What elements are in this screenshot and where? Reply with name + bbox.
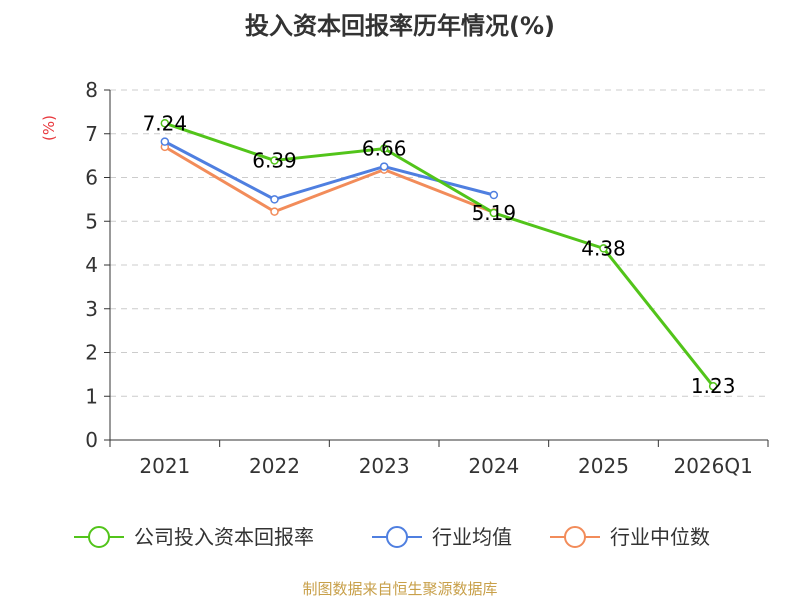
grid (110, 89, 768, 397)
legend-marker[interactable] (564, 526, 586, 548)
x-tick-label: 2026Q1 (673, 454, 752, 478)
series-line-2 (164, 145, 495, 214)
source-note: 制图数据来自恒生聚源数据库 (302, 580, 497, 598)
series (160, 119, 718, 391)
legend-marker[interactable] (386, 526, 408, 548)
y-tick-label: 2 (85, 341, 98, 365)
legend-label[interactable]: 公司投入资本回报率 (134, 525, 314, 549)
data-point[interactable] (270, 195, 279, 204)
data-labels: 7.24 6.39 6.66 5.19 4.38 1.23 (143, 111, 736, 398)
x-tick-label: 2025 (578, 454, 629, 478)
data-point[interactable] (270, 156, 279, 165)
data-point[interactable] (489, 208, 499, 218)
chart-title: 投入资本回报率历年情况(%) (245, 12, 555, 40)
legend-label[interactable]: 行业均值 (432, 525, 512, 549)
y-tick-label: 6 (85, 166, 98, 190)
data-point[interactable] (708, 381, 718, 391)
data-label: 6.39 (252, 148, 297, 172)
data-label: 1.23 (691, 374, 736, 398)
y-tick-label: 3 (85, 297, 98, 321)
legend: 公司投入资本回报率 行业均值 行业中位数 (74, 525, 710, 549)
axes: 0 1 2 3 4 5 6 7 8 2021 2022 2023 2024 2025 2026Q1 (85, 78, 769, 478)
data-point[interactable] (599, 244, 608, 253)
legend-label[interactable]: 行业中位数 (610, 525, 710, 549)
data-label: 5.19 (472, 201, 517, 225)
data-point[interactable] (379, 144, 389, 153)
data-point[interactable] (379, 162, 389, 171)
legend-marker[interactable] (88, 526, 110, 548)
x-tick-label: 2023 (359, 454, 410, 478)
y-axis-label: (%) (40, 115, 58, 141)
x-tick-label: 2024 (468, 454, 519, 478)
data-point[interactable] (489, 190, 499, 200)
data-label: 7.24 (143, 111, 188, 135)
data-point[interactable] (160, 119, 170, 128)
x-tick-label: 2022 (249, 454, 300, 478)
data-label: 4.38 (581, 236, 626, 260)
data-point[interactable] (270, 207, 279, 216)
y-tick-label: 8 (85, 78, 98, 102)
x-tick-label: 2021 (139, 454, 190, 478)
y-tick-label: 0 (85, 428, 98, 452)
data-label: 6.66 (362, 137, 407, 161)
y-tick-label: 1 (85, 384, 98, 408)
series-line-0 (164, 121, 715, 388)
y-tick-label: 5 (85, 209, 98, 233)
y-tick-label: 7 (85, 122, 98, 146)
data-point[interactable] (160, 137, 170, 146)
y-tick-label: 4 (85, 253, 98, 277)
